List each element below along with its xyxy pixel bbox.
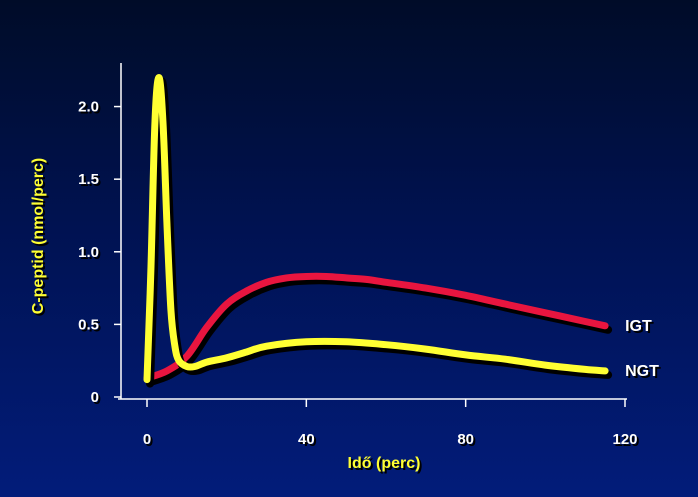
x-tick-label-shadow: 0: [145, 433, 153, 450]
series-ngt-shadow: [146, 77, 613, 388]
series-ngt-label: NGT: [625, 363, 659, 380]
series-ngt-label-shadow: NGT: [627, 365, 661, 382]
series-igt-label-shadow: IGT: [627, 320, 654, 337]
y-tick-label-shadow: 1.0: [80, 246, 101, 263]
y-tick-label: 1.5: [78, 171, 99, 188]
y-tick-label: 0.5: [78, 316, 99, 333]
x-tick-label-shadow: 120: [614, 433, 639, 450]
x-tick-label: 80: [457, 431, 474, 448]
y-tick-label-shadow: 0: [93, 391, 101, 408]
series-igt-label: IGT: [625, 318, 652, 335]
y-tick-label-shadow: 2.0: [80, 101, 101, 118]
x-tick-label-shadow: 40: [300, 433, 317, 450]
series-igt-line: [143, 272, 609, 382]
y-tick-label: 0: [91, 389, 99, 406]
y-tick-label-shadow: 1.5: [80, 173, 101, 190]
y-axis-title: C-peptid (nmol/perc): [30, 158, 47, 314]
y-tick-label: 2.0: [78, 99, 99, 116]
x-axis-title-shadow: Idő (perc): [350, 457, 423, 474]
x-tick-label: 120: [612, 431, 637, 448]
x-axis-title: Idő (perc): [348, 455, 421, 472]
x-tick-label: 0: [143, 431, 151, 448]
y-tick-label-shadow: 0.5: [80, 318, 101, 335]
series-ngt-line: [143, 74, 609, 384]
y-tick-label: 1.0: [78, 244, 99, 261]
x-tick-label-shadow: 80: [459, 433, 476, 450]
x-tick-label: 40: [298, 431, 315, 448]
y-axis-title-shadow: C-peptid (nmol/perc): [32, 160, 49, 316]
